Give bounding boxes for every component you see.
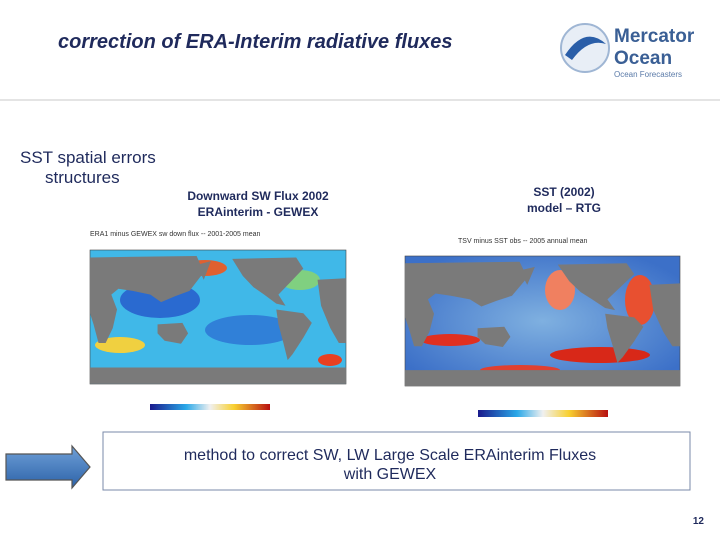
- slide-title: correction of ERA-Interim radiative flux…: [58, 31, 453, 53]
- map-title: ERA1 minus GEWEX sw down flux -- 2001-20…: [90, 231, 261, 238]
- panel-caption: model – RTG: [527, 201, 601, 215]
- panel-caption: Downward SW Flux 2002: [187, 189, 329, 203]
- map-figure: ERA1 minus GEWEX sw down flux -- 2001-20…: [78, 224, 362, 427]
- section-label: structures: [45, 168, 120, 187]
- logo-line1: Mercator: [614, 26, 695, 47]
- arrow-icon: [5, 444, 91, 490]
- map-figure: TSV minus SST obs -- 2005 annual mean: [398, 228, 692, 434]
- logo-tagline: Ocean Forecasters: [614, 70, 682, 79]
- note-box: [102, 431, 691, 491]
- panel-caption: ERAinterim - GEWEX: [198, 205, 319, 219]
- caption-box: [160, 182, 356, 226]
- panel-caption: SST (2002): [533, 185, 594, 199]
- note-text: method to correct SW, LW Large Scale ERA…: [184, 447, 596, 483]
- note-line: method to correct SW, LW Large Scale ERA…: [184, 447, 596, 464]
- section-label: SST spatial errors: [20, 148, 156, 167]
- page-number: 12: [693, 516, 705, 527]
- map-title: TSV minus SST obs -- 2005 annual mean: [458, 238, 588, 245]
- note-line: with GEWEX: [343, 466, 437, 483]
- caption-box: [468, 180, 660, 220]
- logo: Mercator Ocean Ocean Forecasters: [560, 23, 695, 79]
- logo-line2: Ocean: [614, 48, 672, 69]
